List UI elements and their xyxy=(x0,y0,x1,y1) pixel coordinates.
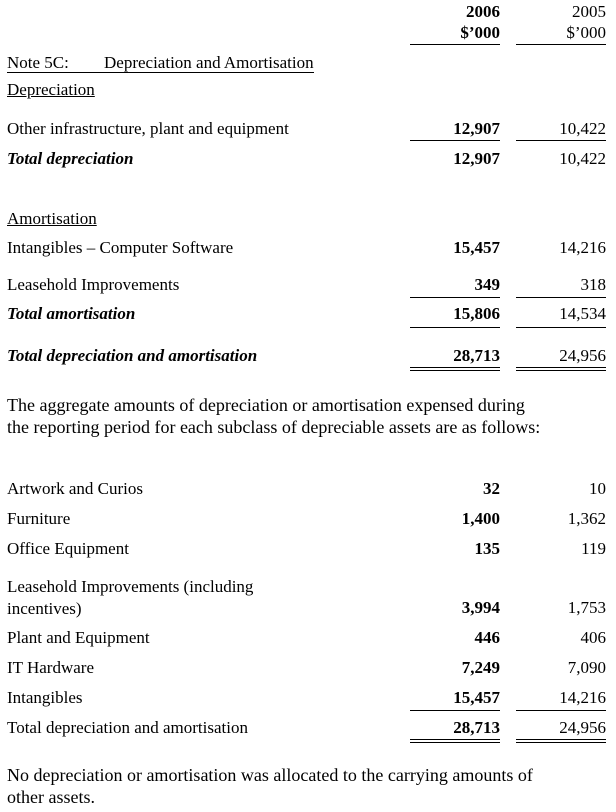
rule xyxy=(410,140,500,141)
rule xyxy=(516,710,606,711)
value-2006: 3,994 xyxy=(461,598,500,617)
value-2005: 14,534 xyxy=(559,304,606,323)
row-label: Plant and Equipment xyxy=(7,628,150,647)
value-2005: 14,216 xyxy=(559,688,606,707)
value-2005: 24,956 xyxy=(559,346,606,365)
total-label: Total depreciation xyxy=(7,149,134,168)
value-2005: 1,753 xyxy=(567,598,606,617)
value-2005: 10,422 xyxy=(559,149,606,168)
rule xyxy=(410,44,500,45)
note-heading: Note 5C: Depreciation and Amortisation xyxy=(7,54,314,73)
total-label: Total depreciation and amortisation xyxy=(7,718,248,737)
row-label: Leasehold Improvements xyxy=(7,275,180,294)
row-label: Artwork and Curios xyxy=(7,479,143,498)
total-label: Total amortisation xyxy=(7,304,136,323)
rule xyxy=(410,370,500,371)
rule xyxy=(410,367,500,368)
rule xyxy=(410,297,500,298)
rule xyxy=(410,739,500,740)
value-2006: 135 xyxy=(474,539,501,558)
rule xyxy=(516,44,606,45)
column-year: 2005 xyxy=(572,2,606,21)
note-label: Note 5C: xyxy=(7,53,69,72)
section-heading: Depreciation xyxy=(7,80,95,99)
footer-line: No depreciation or amortisation was allo… xyxy=(7,765,533,785)
row-label: IT Hardware xyxy=(7,658,95,677)
value-2006: 15,457 xyxy=(453,238,500,257)
value-2005: 7,090 xyxy=(567,658,606,677)
value-2006: 12,907 xyxy=(453,119,500,138)
row-label: Office Equipment xyxy=(7,539,129,558)
rule xyxy=(516,297,606,298)
rule xyxy=(516,370,606,371)
rule xyxy=(516,739,606,740)
value-2005: 10,422 xyxy=(559,119,606,138)
value-2006: 28,713 xyxy=(453,718,500,737)
value-2005: 406 xyxy=(580,628,607,647)
value-2006: 15,806 xyxy=(453,304,500,323)
paragraph-line: The aggregate amounts of depreciation or… xyxy=(7,395,525,415)
value-2006: 28,713 xyxy=(453,346,500,365)
value-2005: 119 xyxy=(581,539,606,558)
footer-line: other assets. xyxy=(7,787,95,807)
value-2005: 1,362 xyxy=(567,509,606,528)
value-2006: 7,249 xyxy=(461,658,500,677)
row-label: Furniture xyxy=(7,509,71,528)
value-2006: 12,907 xyxy=(453,149,500,168)
column-unit: $’000 xyxy=(566,23,606,42)
value-2006: 32 xyxy=(483,479,500,498)
value-2006: 15,457 xyxy=(453,688,500,707)
paragraph-line: the reporting period for each subclass o… xyxy=(7,417,541,437)
value-2005: 14,216 xyxy=(559,238,606,257)
section-heading: Amortisation xyxy=(7,209,97,228)
grand-total-label: Total depreciation and amortisation xyxy=(7,346,258,365)
note-title: Depreciation and Amortisation xyxy=(104,53,314,72)
row-label: Leasehold Improvements (including incent… xyxy=(7,577,254,618)
row-label: Other infrastructure, plant and equipmen… xyxy=(7,119,289,138)
value-2006: 446 xyxy=(474,628,501,647)
value-2006: 349 xyxy=(474,275,501,294)
value-2005: 10 xyxy=(589,479,606,498)
row-label: Intangibles – Computer Software xyxy=(7,238,234,257)
rule xyxy=(516,742,606,743)
value-2005: 24,956 xyxy=(559,718,606,737)
row-label: Intangibles xyxy=(7,688,83,707)
rule xyxy=(410,710,500,711)
rule xyxy=(516,327,606,328)
rule xyxy=(516,367,606,368)
value-2005: 318 xyxy=(580,275,607,294)
rule xyxy=(410,327,500,328)
rule xyxy=(410,742,500,743)
value-2006: 1,400 xyxy=(461,509,500,528)
rule xyxy=(516,140,606,141)
column-unit: $’000 xyxy=(460,23,500,42)
column-year: 2006 xyxy=(466,2,500,21)
